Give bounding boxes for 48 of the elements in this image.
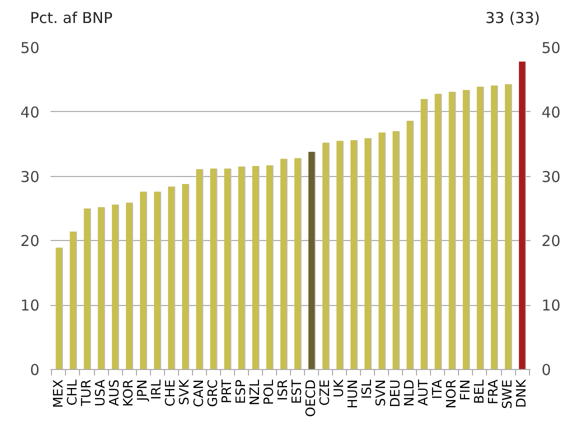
- x-tick-label: GRC: [206, 379, 221, 408]
- x-tick-label: PRT: [220, 379, 235, 404]
- x-tick-label: ISR: [276, 379, 291, 401]
- x-tick-label: POL: [262, 378, 277, 405]
- y-tick-label: 30: [20, 168, 40, 186]
- x-tick-label: NZL: [248, 378, 263, 406]
- y-tick-label: 50: [20, 39, 40, 57]
- y2-tick-label: 0: [542, 361, 552, 379]
- y-tick-label: 40: [20, 103, 40, 122]
- x-tick-label: DNK: [514, 379, 530, 408]
- x-tick-label: SVN: [374, 379, 390, 406]
- x-tick-label: SVK: [178, 379, 193, 406]
- x-tick-label: FRA: [486, 379, 502, 404]
- x-tick-label: USA: [94, 379, 109, 406]
- x-tick-label: CHE: [164, 379, 179, 407]
- x-tick-label: JPN: [136, 379, 151, 402]
- x-tick-label: MEX: [51, 379, 66, 408]
- x-tick-label: CZE: [318, 379, 334, 406]
- y-tick-label: 10: [20, 296, 40, 315]
- x-tick-label: NLD: [402, 379, 418, 406]
- y-tick-label: 0: [30, 361, 40, 379]
- y2-tick-label: 50: [542, 39, 561, 57]
- y2-tick-label: 40: [542, 103, 561, 122]
- text: 33 (33): [485, 8, 540, 29]
- x-tick-label: TUR: [79, 379, 94, 407]
- y-axis-title: Pct. af BNP: [30, 8, 113, 29]
- x-tick-label: DEU: [388, 379, 404, 408]
- x-tick-label: SWE: [500, 379, 516, 409]
- y2-tick-label: 10: [542, 296, 561, 315]
- y-tick-label: 20: [20, 232, 40, 250]
- x-tick-label: NOR: [444, 379, 460, 408]
- x-tick-label: BEL: [472, 378, 488, 404]
- x-tick-label: OECD: [304, 379, 320, 418]
- x-tick-label: ESP: [234, 379, 249, 404]
- x-tick-label: CHL: [65, 378, 80, 406]
- x-tick-label: AUS: [108, 379, 123, 406]
- y2-tick-label: 20: [542, 232, 561, 250]
- x-tick-label: EST: [290, 379, 306, 404]
- y2-tick-label: 30: [542, 168, 561, 186]
- x-tick-label: HUN: [346, 380, 362, 409]
- x-tick-label: UK: [332, 379, 348, 398]
- x-tick-label: ITA: [430, 379, 446, 400]
- x-tick-label: IRL: [150, 378, 165, 400]
- x-tick-label: CAN: [192, 379, 207, 408]
- x-tick-label: AUT: [416, 379, 432, 406]
- x-tick-label: FIN: [458, 379, 474, 401]
- x-tick-label: ISL: [360, 378, 376, 399]
- x-tick-label: KOR: [122, 379, 137, 407]
